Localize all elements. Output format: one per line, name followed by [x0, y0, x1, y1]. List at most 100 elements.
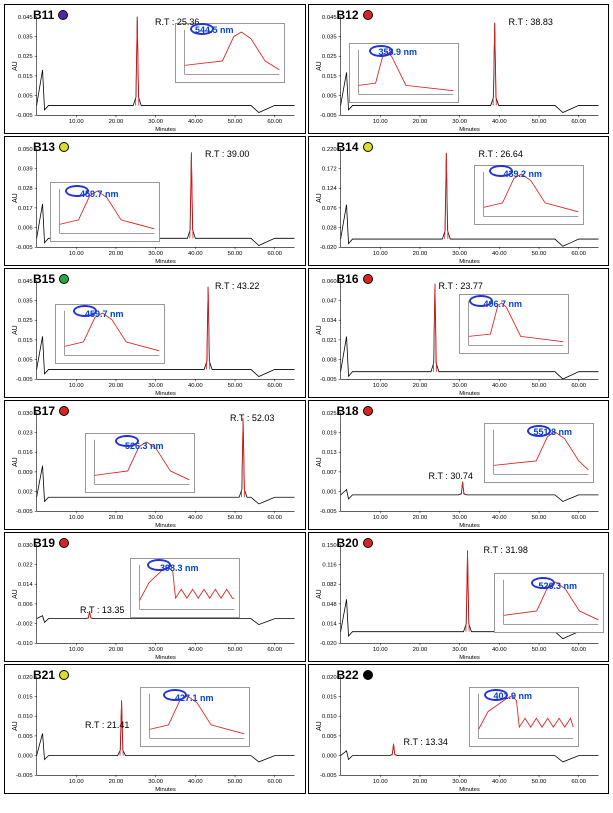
svg-text:0.015: 0.015: [18, 338, 33, 344]
svg-text:40.00: 40.00: [491, 515, 506, 521]
svg-text:20.00: 20.00: [109, 647, 124, 653]
main-peak: [465, 551, 468, 632]
svg-text:0.013: 0.013: [321, 450, 336, 456]
svg-text:0.021: 0.021: [321, 338, 336, 344]
svg-text:0.008: 0.008: [321, 358, 336, 364]
svg-text:20.00: 20.00: [412, 251, 427, 257]
y-axis-label: AU: [315, 193, 322, 203]
svg-text:10.00: 10.00: [69, 647, 84, 653]
color-dot: [59, 274, 69, 284]
wavelength-marker: [489, 165, 513, 177]
chromatogram-panel: B21 -0.0050.0000.0050.0100.0150.02010.00…: [4, 664, 306, 794]
main-peak: [242, 418, 245, 497]
svg-text:50.00: 50.00: [531, 119, 546, 125]
svg-text:0.028: 0.028: [18, 186, 33, 192]
svg-text:-0.005: -0.005: [16, 773, 33, 779]
svg-text:0.028: 0.028: [321, 226, 336, 232]
svg-text:30.00: 30.00: [452, 647, 467, 653]
svg-text:30.00: 30.00: [452, 515, 467, 521]
svg-text:0.060: 0.060: [321, 279, 336, 285]
svg-text:60.00: 60.00: [267, 251, 282, 257]
chromatogram-trace: [340, 482, 598, 502]
x-axis-label: Minutes: [459, 391, 480, 397]
svg-text:0.150: 0.150: [321, 543, 336, 549]
panel-id: B17: [33, 404, 55, 418]
x-axis-label: Minutes: [459, 655, 480, 661]
svg-text:20.00: 20.00: [412, 383, 427, 389]
svg-text:0.048: 0.048: [321, 602, 336, 608]
svg-text:0.045: 0.045: [321, 15, 336, 21]
svg-text:30.00: 30.00: [148, 647, 163, 653]
svg-text:30.00: 30.00: [148, 383, 163, 389]
retention-time: R.T : 31.98: [484, 545, 528, 555]
x-axis-label: Minutes: [155, 391, 176, 397]
svg-text:0.009: 0.009: [18, 470, 33, 476]
panel-label: B21: [33, 668, 69, 682]
y-axis-label: AU: [12, 721, 19, 731]
retention-time: R.T : 43.22: [215, 281, 259, 291]
y-axis-label: AU: [315, 325, 322, 335]
svg-text:0.016: 0.016: [18, 450, 33, 456]
panel-id: B20: [337, 536, 359, 550]
retention-time: R.T : 13.35: [80, 605, 124, 615]
svg-text:60.00: 60.00: [571, 119, 586, 125]
svg-text:0.220: 0.220: [321, 147, 336, 153]
svg-text:0.172: 0.172: [321, 166, 336, 172]
svg-text:10.00: 10.00: [372, 383, 387, 389]
panel-label: B17: [33, 404, 69, 418]
panel-label: B11: [33, 8, 68, 22]
color-dot: [363, 670, 373, 680]
svg-text:0.014: 0.014: [18, 582, 33, 588]
svg-text:0.076: 0.076: [321, 206, 336, 212]
x-axis-label: Minutes: [459, 259, 480, 265]
retention-time: R.T : 39.00: [205, 149, 249, 159]
svg-text:10.00: 10.00: [372, 779, 387, 785]
svg-text:0.116: 0.116: [322, 562, 337, 568]
x-axis-label: Minutes: [155, 259, 176, 265]
svg-text:50.00: 50.00: [228, 119, 243, 125]
y-axis-label: AU: [12, 193, 19, 203]
svg-text:50.00: 50.00: [531, 779, 546, 785]
wavelength-marker: [73, 305, 97, 317]
svg-text:-0.005: -0.005: [16, 377, 33, 383]
panel-label: B22: [337, 668, 373, 682]
svg-text:60.00: 60.00: [571, 251, 586, 257]
svg-text:-0.005: -0.005: [319, 377, 336, 383]
color-dot: [363, 538, 373, 548]
panel-id: B11: [33, 8, 54, 22]
svg-text:0.025: 0.025: [18, 318, 33, 324]
svg-text:0.014: 0.014: [321, 622, 336, 628]
retention-time: R.T : 26.64: [479, 149, 523, 159]
svg-text:0.082: 0.082: [321, 582, 336, 588]
svg-text:50.00: 50.00: [228, 383, 243, 389]
svg-text:10.00: 10.00: [372, 515, 387, 521]
chart-grid: B11 -0.005 0.005 0.015 0.025 0.035 0.045 10.00…: [0, 0, 613, 798]
svg-text:20.00: 20.00: [412, 119, 427, 125]
chromatogram-panel: B12 -0.0050.0050.0150.0250.0350.04510.00…: [308, 4, 610, 134]
panel-id: B15: [33, 272, 55, 286]
svg-text:0.020: 0.020: [321, 675, 336, 681]
wavelength-marker: [484, 689, 508, 701]
svg-text:-0.005: -0.005: [16, 509, 33, 515]
svg-text:60.00: 60.00: [571, 515, 586, 521]
svg-text:0.035: 0.035: [18, 298, 33, 304]
svg-text:60.00: 60.00: [571, 647, 586, 653]
panel-label: B18: [337, 404, 373, 418]
svg-text:0.025: 0.025: [321, 411, 336, 417]
y-axis-label: AU: [315, 457, 322, 467]
svg-text:50.00: 50.00: [531, 647, 546, 653]
y-axis-label: AU: [315, 61, 322, 71]
svg-text:0.005: 0.005: [18, 358, 33, 364]
spectrum-trace: [478, 696, 573, 729]
svg-text:0.025: 0.025: [321, 54, 336, 60]
svg-text:0.000: 0.000: [18, 754, 33, 760]
main-peak: [493, 23, 496, 106]
spectrum-trace: [483, 174, 578, 212]
svg-text:40.00: 40.00: [188, 119, 203, 125]
svg-text:10.00: 10.00: [69, 383, 84, 389]
color-dot: [58, 10, 68, 20]
spectrum-trace: [358, 52, 453, 91]
panel-label: B15: [33, 272, 69, 286]
svg-text:40.00: 40.00: [188, 383, 203, 389]
svg-text:10.00: 10.00: [372, 647, 387, 653]
